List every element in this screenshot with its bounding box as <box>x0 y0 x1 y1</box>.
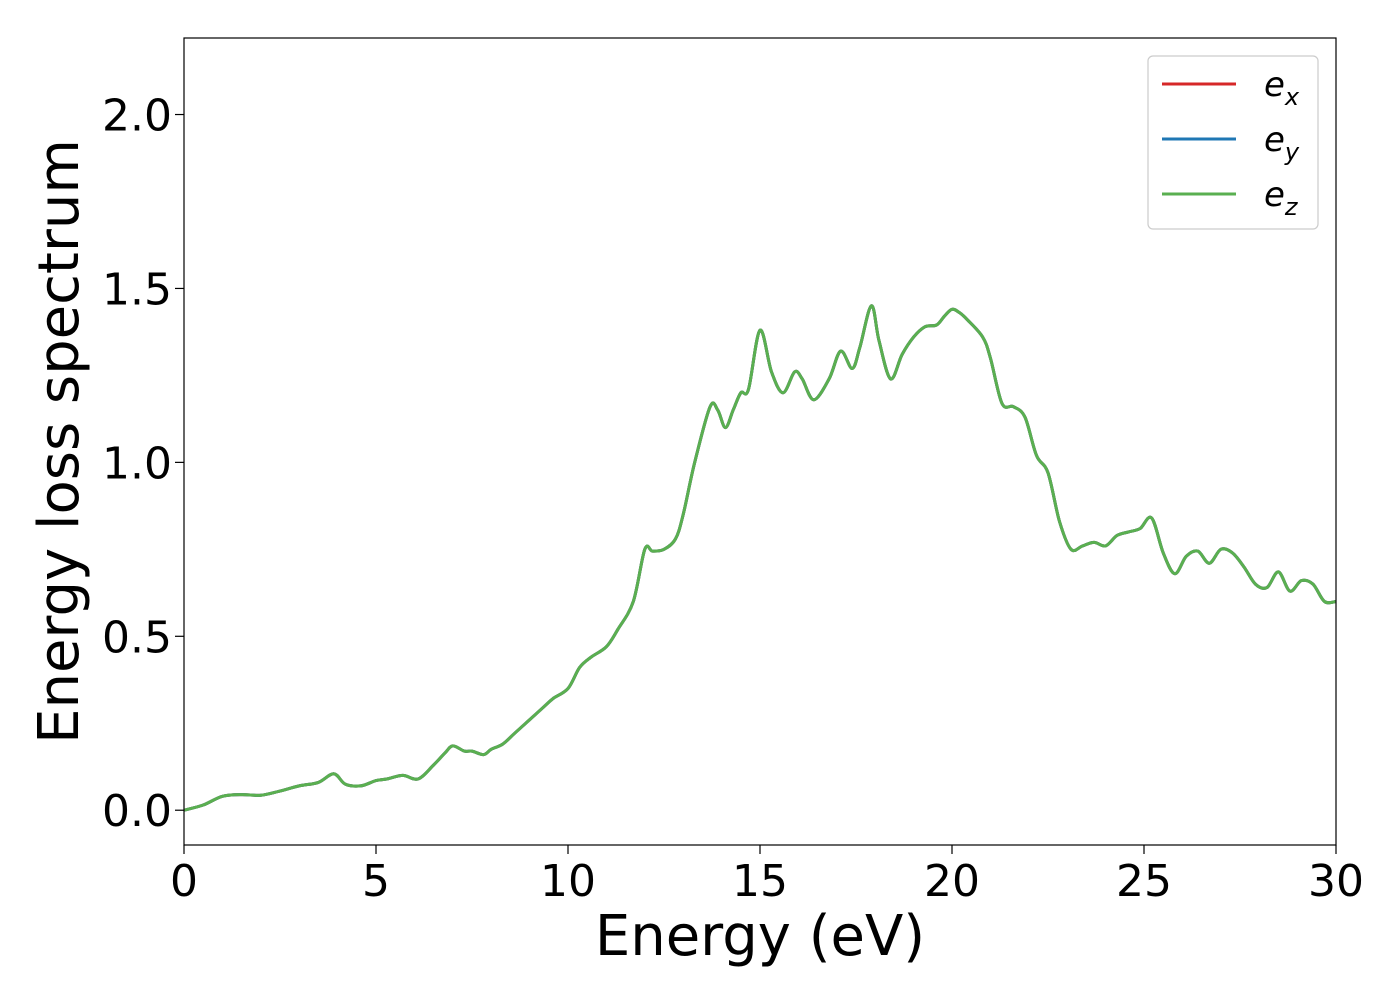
legend-box <box>1147 55 1319 230</box>
y-tick-label: 2.0 <box>102 91 172 142</box>
x-tick-label: 15 <box>732 856 788 907</box>
legend-label-base: e <box>1264 65 1285 105</box>
y-axis-title: Energy loss spectrum <box>27 139 92 744</box>
x-tick-label: 0 <box>170 856 198 907</box>
x-tick-label: 30 <box>1308 856 1364 907</box>
y-axis: 0.0 0.5 1.0 1.5 2.0 <box>102 91 184 837</box>
x-tick-label: 20 <box>924 856 980 907</box>
y-tick-label: 0.0 <box>102 786 172 837</box>
x-axis: 0 5 10 15 20 25 30 <box>170 845 1364 907</box>
legend-label-base: e <box>1264 120 1285 160</box>
legend-label-subscript: z <box>1284 193 1299 221</box>
y-tick-label: 1.5 <box>102 264 172 315</box>
legend-label-x: ex <box>1264 65 1300 111</box>
x-tick-label: 25 <box>1116 856 1172 907</box>
y-tick-label: 1.0 <box>102 438 172 489</box>
x-axis-title: Energy (eV) <box>595 904 925 969</box>
legend-label-base: e <box>1264 175 1285 215</box>
series-layer <box>184 304 1336 812</box>
series-line-z <box>184 304 1336 812</box>
legend-label-z: ez <box>1264 175 1299 221</box>
legend-label-subscript: x <box>1284 83 1300 111</box>
legend-label-subscript: y <box>1284 138 1300 166</box>
x-tick-label: 5 <box>362 856 390 907</box>
legend-label-y: ey <box>1264 120 1300 166</box>
y-tick-label: 0.5 <box>102 612 172 663</box>
x-tick-label: 10 <box>540 856 596 907</box>
